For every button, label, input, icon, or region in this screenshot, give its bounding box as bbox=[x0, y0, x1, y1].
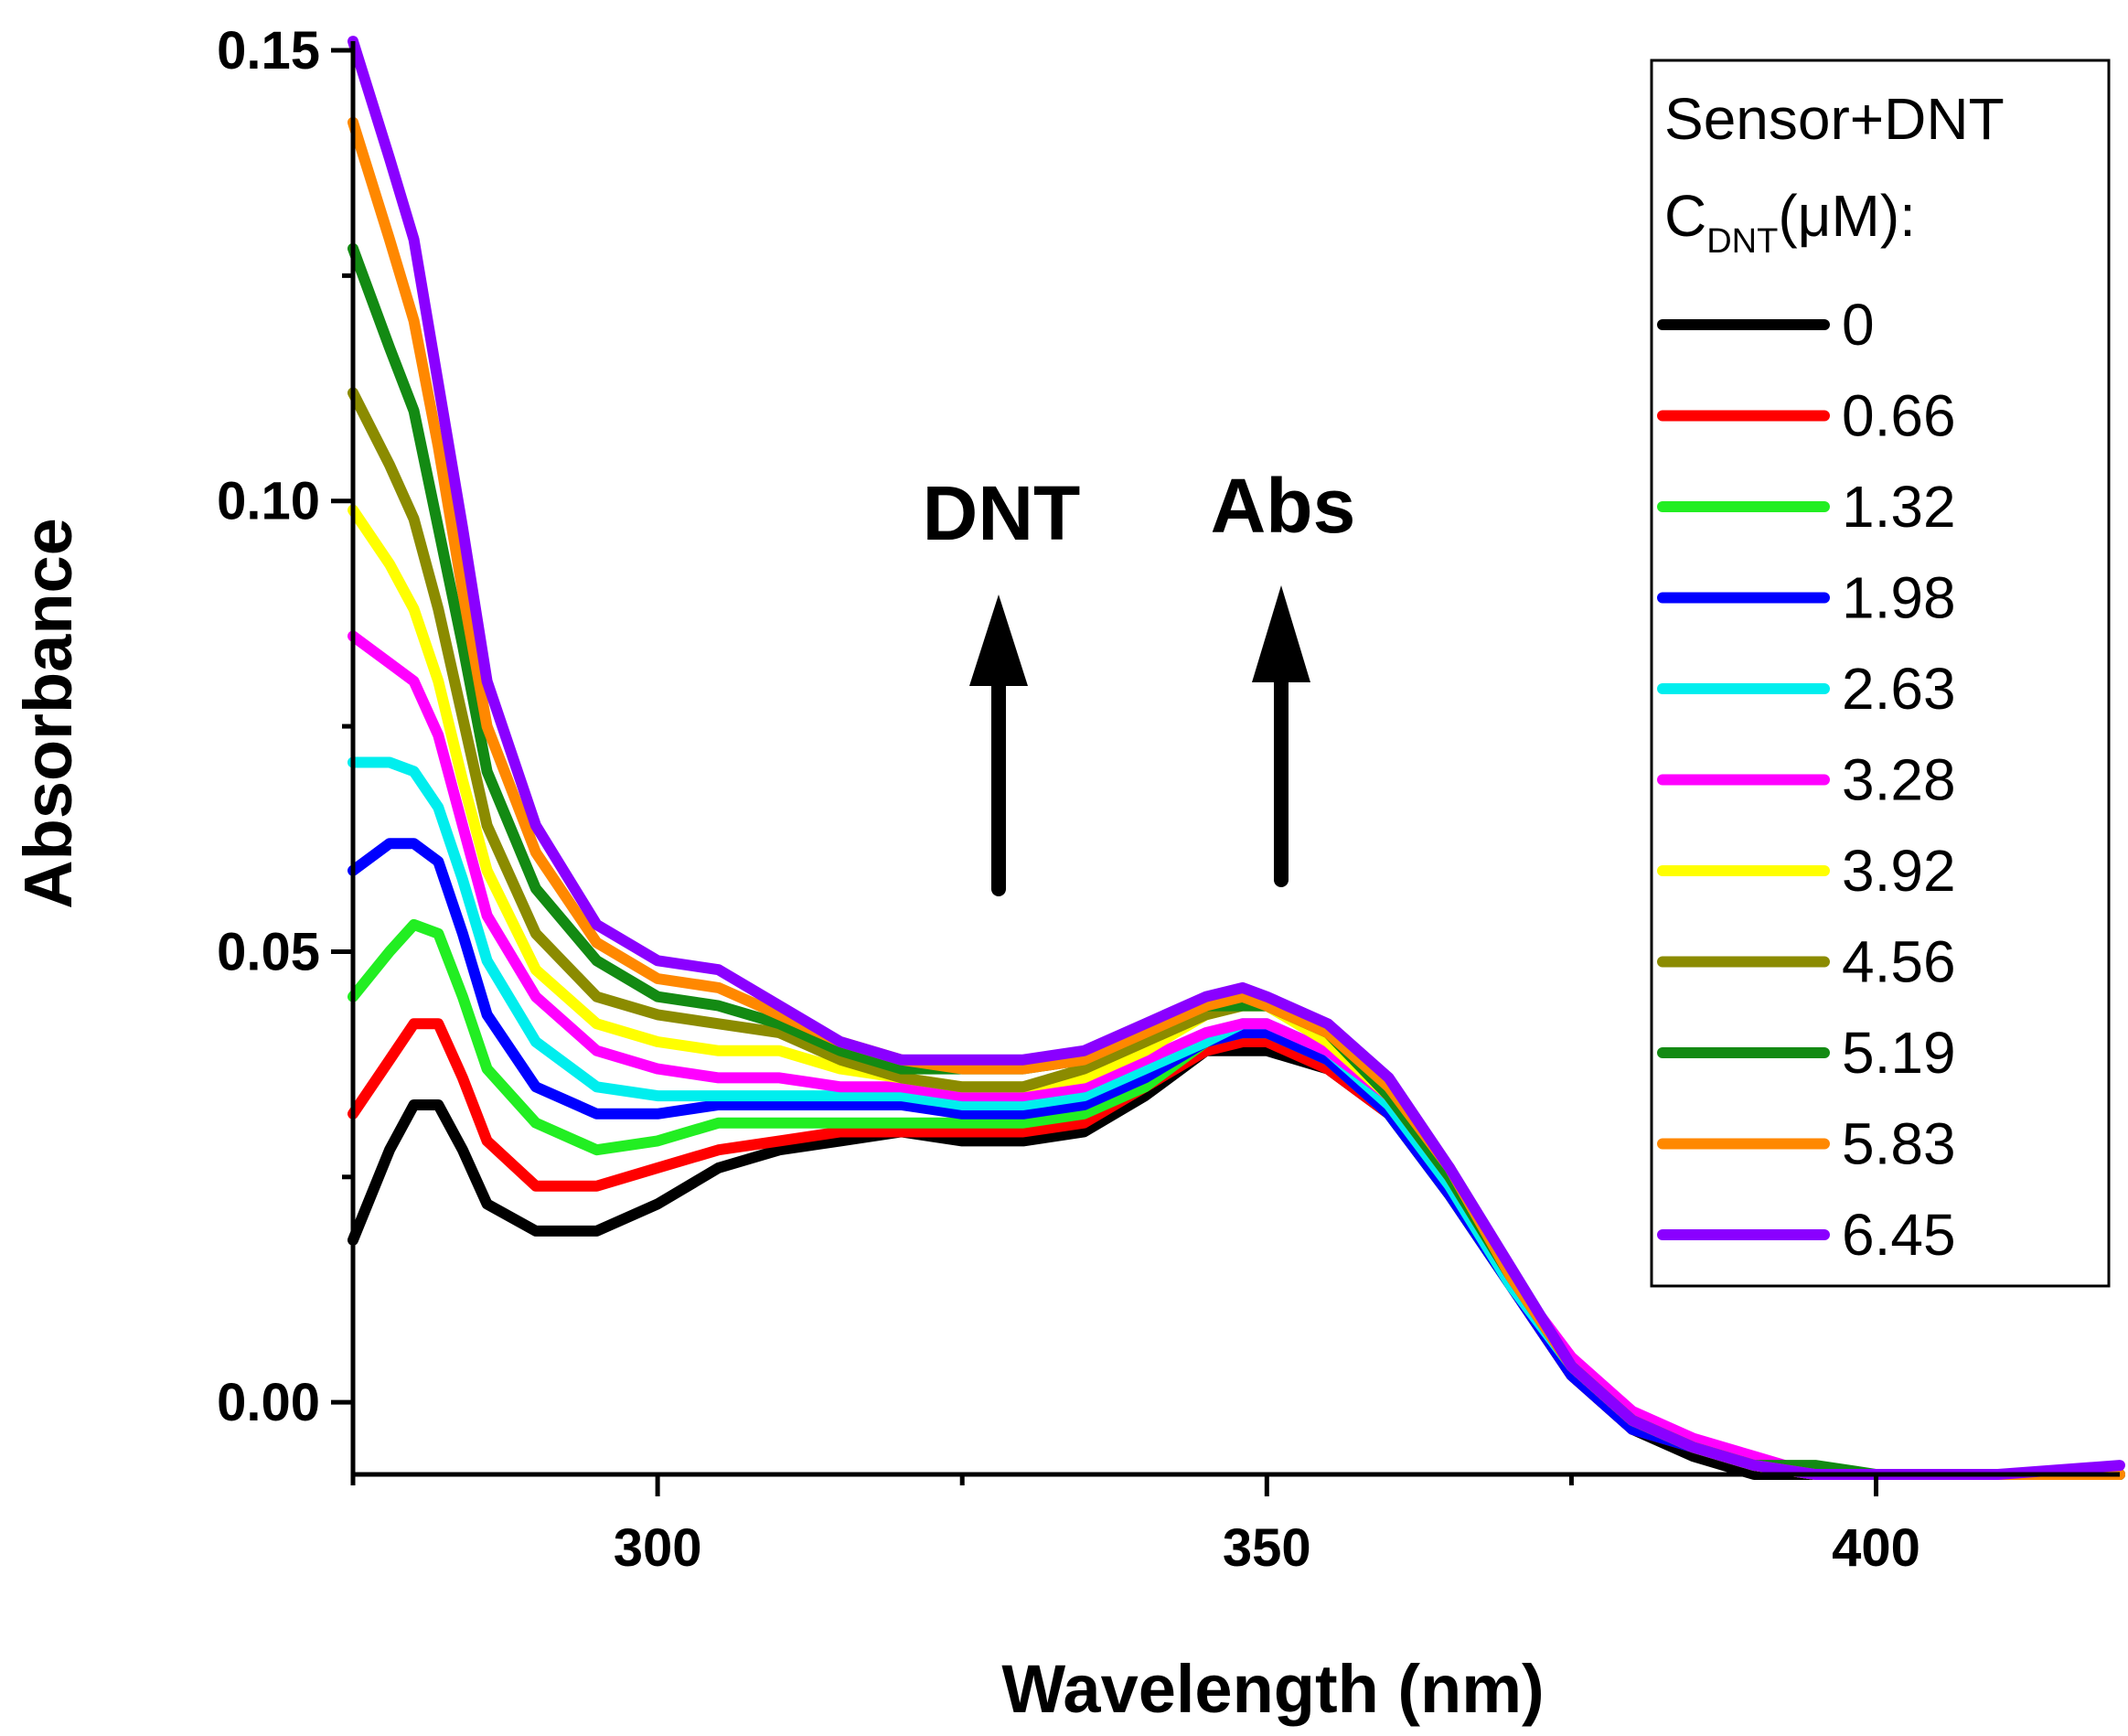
legend-label-0: 0 bbox=[1842, 292, 1875, 358]
legend-label-5.83: 5.83 bbox=[1842, 1111, 1956, 1177]
legend-label-1.98: 1.98 bbox=[1842, 565, 1956, 631]
arrow-up-icon bbox=[1252, 585, 1310, 887]
y-tick-label: 0.15 bbox=[217, 21, 320, 80]
x-tick-label: 400 bbox=[1832, 1518, 1920, 1578]
legend-label-4.56: 4.56 bbox=[1842, 929, 1956, 995]
legend-label-0.66: 0.66 bbox=[1842, 383, 1956, 449]
annotation-abs-label: Abs bbox=[1211, 463, 1356, 549]
legend-label-3.92: 3.92 bbox=[1842, 838, 1956, 904]
legend-label-6.45: 6.45 bbox=[1842, 1202, 1956, 1268]
legend: Sensor+DNT CDNT(μM): 0 0.66 1.32 1.98 2.63 3.… bbox=[1650, 59, 2111, 1288]
legend-entries: 0 0.66 1.32 1.98 2.63 3.28 3.92 4.56 5.19 5.83 6.4… bbox=[1657, 292, 1956, 1268]
legend-label-3.28: 3.28 bbox=[1842, 747, 1956, 813]
series-layer bbox=[348, 36, 2125, 1480]
annotation-dnt-label: DNT bbox=[923, 470, 1081, 556]
y-axis-title: Absorbance bbox=[10, 518, 86, 909]
x-axis-title: Wavelength (nm) bbox=[1001, 1651, 1544, 1727]
series-line-0 bbox=[348, 1045, 2125, 1480]
legend-title: Sensor+DNT bbox=[1664, 86, 2005, 152]
legend-label-1.32: 1.32 bbox=[1842, 474, 1956, 540]
legend-subtitle: CDNT(μM): bbox=[1664, 183, 1916, 261]
y-tick-label: 0.10 bbox=[217, 472, 320, 531]
y-tick-label: 0.00 bbox=[217, 1373, 320, 1432]
y-tick-label: 0.05 bbox=[217, 922, 320, 981]
series-line-3.28 bbox=[348, 630, 2125, 1480]
x-tick-label: 300 bbox=[614, 1518, 702, 1578]
annotations: DNT Abs bbox=[923, 463, 1356, 896]
axes-layer: 0.00 0.05 0.10 0.15 300 350 400 Wavelength (nm)… bbox=[10, 21, 2120, 1727]
legend-label-5.19: 5.19 bbox=[1842, 1020, 1956, 1086]
arrow-up-icon bbox=[969, 595, 1028, 896]
series-line-6.45 bbox=[348, 36, 2125, 1480]
x-tick-label: 350 bbox=[1223, 1518, 1311, 1578]
legend-label-2.63: 2.63 bbox=[1842, 656, 1956, 722]
legend-box bbox=[1650, 59, 2111, 1288]
